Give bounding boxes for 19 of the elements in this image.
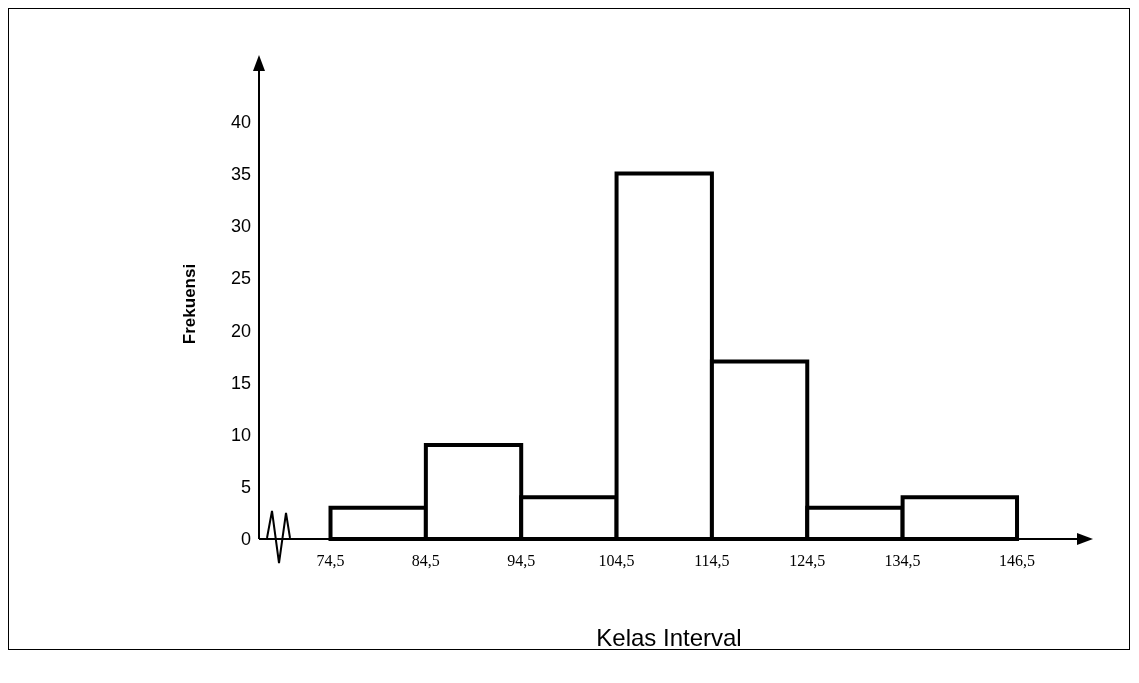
- y-tick-label: 20: [230, 320, 251, 341]
- y-axis-title: Frekuensi: [180, 263, 200, 345]
- x-tick-label: 74,5: [316, 552, 345, 570]
- x-tick-label: 146,5: [999, 552, 1036, 570]
- y-tick-label: 5: [240, 477, 251, 498]
- y-tick-label: 25: [230, 268, 251, 289]
- x-tick-label: 124,5: [789, 552, 826, 570]
- x-tick-label: 94,5: [507, 552, 536, 570]
- y-tick-label: 0: [240, 529, 251, 550]
- x-tick-label: 134,5: [884, 552, 921, 570]
- x-tick-label: 84,5: [411, 552, 440, 570]
- x-tick-label: 114,5: [694, 552, 730, 570]
- x-axis-title: Kelas Interval: [596, 624, 742, 652]
- y-tick-label: 30: [230, 216, 251, 237]
- x-tick-label: 104,5: [598, 552, 635, 570]
- y-tick-label: 35: [230, 163, 251, 184]
- y-tick-label: 40: [230, 111, 251, 132]
- y-tick-label: 10: [230, 424, 251, 445]
- y-tick-label: 15: [230, 372, 251, 393]
